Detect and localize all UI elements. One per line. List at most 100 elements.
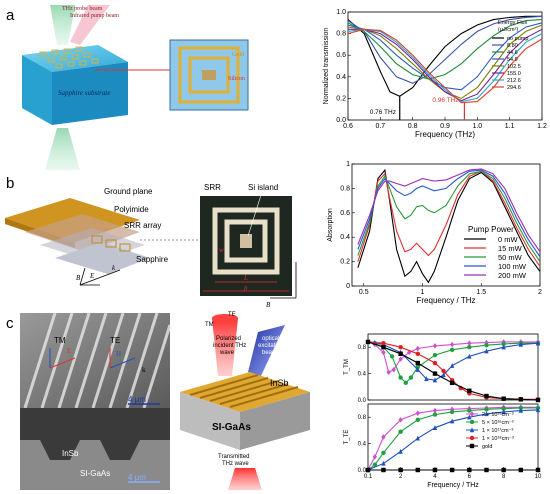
x-tick-label: 0.5 <box>359 289 369 296</box>
legend-title: Energy Flux <box>498 20 528 26</box>
legend-label: 1 × 10¹⁸cm⁻³ <box>482 435 514 442</box>
data-point <box>432 467 438 473</box>
legend-label: 294.6 <box>507 85 521 91</box>
plot-frame <box>351 163 541 287</box>
panel-label-a: a <box>6 7 15 24</box>
data-point <box>484 343 489 348</box>
data-point <box>441 372 446 378</box>
data-point <box>467 353 472 359</box>
data-point <box>381 467 386 473</box>
data-point <box>381 450 386 456</box>
x-tick-label: 1 <box>421 289 425 296</box>
substrate-side <box>52 62 128 125</box>
series-line-6 <box>347 28 543 103</box>
x-axis-label: Frequency / THz <box>427 482 479 489</box>
sem-sigaas-label: SI-GaAs <box>80 469 110 478</box>
data-point <box>398 345 403 350</box>
legend-label: 15 mW <box>498 244 523 253</box>
legend-marker <box>469 411 475 417</box>
srr-array-a <box>39 46 99 69</box>
data-point <box>467 388 472 393</box>
data-point <box>484 467 489 473</box>
c-polarized-1: Polarized <box>216 336 241 342</box>
x-axis-label: Frequency / THz <box>417 296 476 305</box>
annotation-label: 0.76 THz <box>370 109 396 116</box>
legend-title: Pump Power <box>468 225 514 234</box>
x-tick-label: 0.6 <box>343 123 353 130</box>
c-tm-label: TM <box>205 322 214 328</box>
data-point <box>467 467 472 473</box>
sem-field-arrows <box>49 348 136 369</box>
sem-h-label: H <box>116 350 121 358</box>
c-optical-beam <box>248 325 285 378</box>
sem-k-label: k <box>142 366 146 374</box>
y-tick-label: 0.8 <box>336 31 346 38</box>
sem-scale-bottom: 4 μm <box>128 473 146 482</box>
c-sigaas-label: SI-GaAs <box>212 422 251 433</box>
data-point <box>372 462 378 467</box>
srr-micrograph-ring <box>212 207 280 275</box>
c-optical-1: optical <box>262 336 279 342</box>
w-label: w <box>219 246 224 254</box>
y-tick-label: 0.4 <box>358 442 367 448</box>
data-point <box>398 448 403 454</box>
insb-ridges <box>189 374 299 408</box>
x-tick-label: 2 <box>538 289 542 296</box>
polyimide-label: Polyimide <box>114 205 149 214</box>
y-tick-label: 0.2 <box>340 259 350 266</box>
y-axis-label: T_TM <box>344 359 350 375</box>
field-arrows-b <box>79 267 121 286</box>
data-point <box>484 393 489 399</box>
series-line-3 <box>357 169 541 258</box>
legend-label: 200 mW <box>498 271 527 280</box>
series-line-0 <box>347 15 542 97</box>
data-point <box>518 341 524 347</box>
x-tick-label: 0.8 <box>408 123 418 130</box>
x-tick-label: 0.7 <box>375 123 385 130</box>
sem-te-label: TE <box>110 336 120 345</box>
legend-label: 0 mW <box>498 235 519 244</box>
c-insb-label: InSb <box>270 378 289 388</box>
c-polarized-3: wave <box>219 350 235 356</box>
data-point <box>449 409 455 415</box>
y-tick-label: 0.8 <box>358 415 367 421</box>
y-tick-label: 1 <box>346 161 350 168</box>
legend-label: 44.6 <box>507 50 518 56</box>
srr-label: SRR <box>204 183 221 192</box>
series-line-2 <box>347 19 543 80</box>
series-line-1 <box>347 15 543 84</box>
sigaas-side <box>240 392 310 450</box>
data-point <box>408 375 414 380</box>
y-tick-label: 0.4 <box>336 74 346 81</box>
data-point <box>432 343 438 349</box>
legend-label: 5 × 10¹⁶cm⁻³ <box>482 419 514 426</box>
sapphire-label: Sapphire <box>136 255 169 264</box>
y-axis-label: Absorption <box>327 208 334 242</box>
x-tick-label: 1.2 <box>537 123 547 130</box>
legend-label: gold <box>482 444 492 450</box>
data-point <box>386 369 391 375</box>
plot-frame <box>367 333 539 401</box>
thz-probe-beam-bottom <box>45 128 80 170</box>
x-tick-label: 2 <box>399 474 403 480</box>
silicon-pad <box>202 70 216 80</box>
data-point <box>365 467 371 473</box>
data-point <box>535 397 541 403</box>
srr-array-label: SRR array <box>124 221 161 230</box>
data-point <box>449 341 455 348</box>
data-point <box>415 410 420 416</box>
data-point <box>467 345 472 350</box>
legend-label: 50 mW <box>498 253 523 262</box>
y-tick-label: 0.0 <box>336 117 346 124</box>
data-point <box>432 425 438 430</box>
srr-unit-cell <box>178 46 240 104</box>
data-point <box>501 344 506 350</box>
data-point <box>372 454 378 460</box>
x-tick-label: 0.1 <box>364 474 373 480</box>
c-optical-2: excitation <box>258 343 283 349</box>
annotation-label: 0.96 THz <box>432 97 458 104</box>
data-point <box>365 339 371 345</box>
c-optical-3: beam <box>262 350 277 356</box>
y-tick-label: 0.0 <box>358 468 367 474</box>
legend-label: 54.9 <box>507 57 518 63</box>
